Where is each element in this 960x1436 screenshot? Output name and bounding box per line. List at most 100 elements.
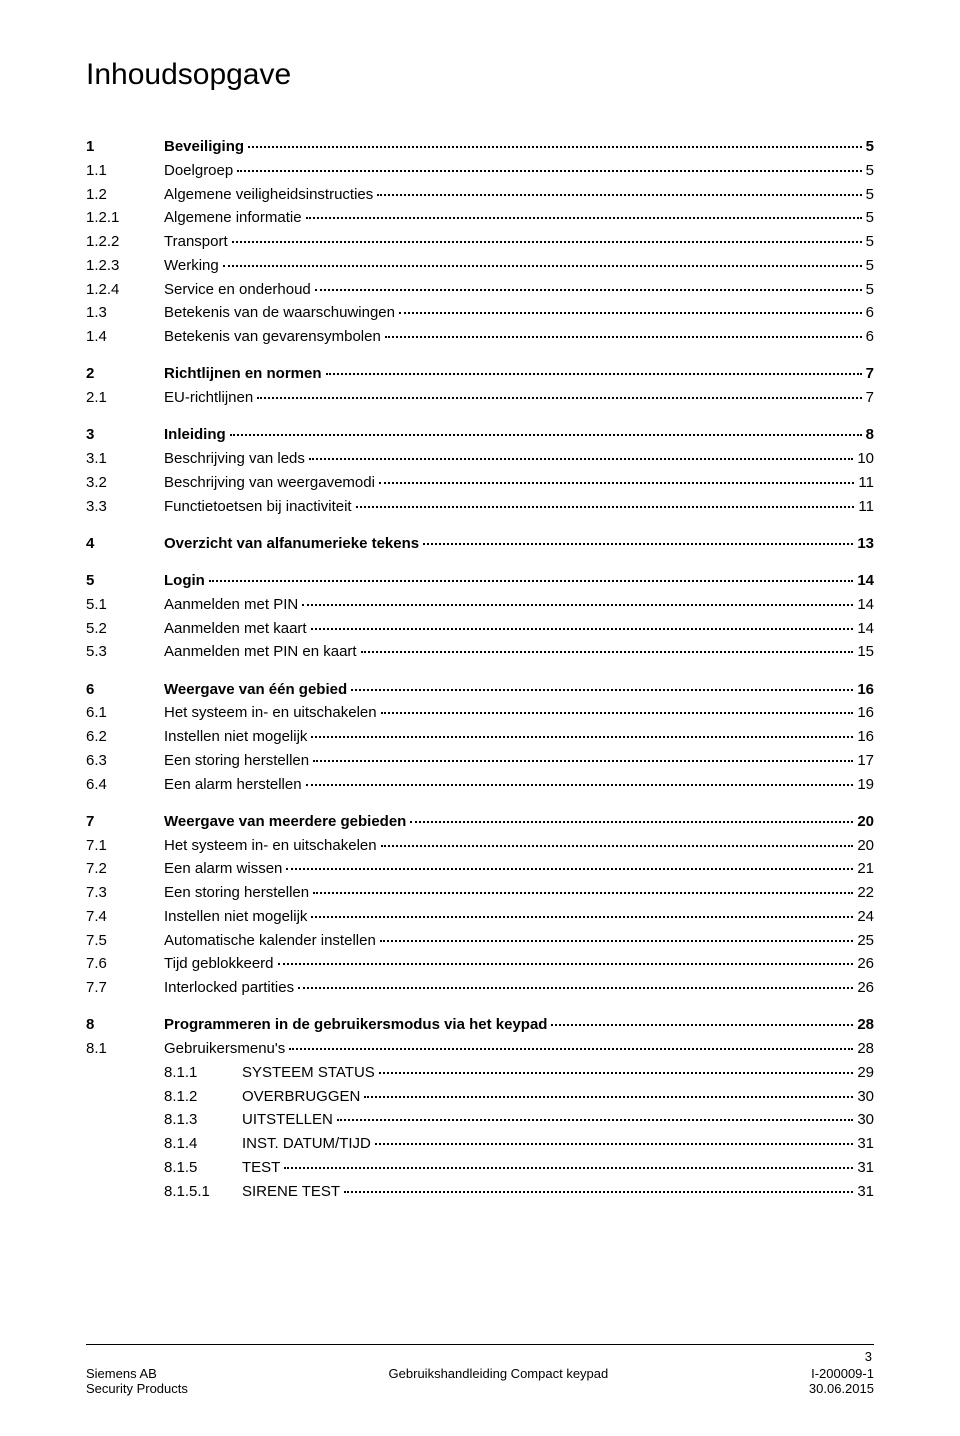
toc-row: 8.1.2OVERBRUGGEN30 <box>86 1086 874 1107</box>
toc-number: 7.2 <box>86 859 164 879</box>
toc-page: 14 <box>857 595 874 615</box>
toc-page: 5 <box>866 137 874 157</box>
footer-company: Siemens AB <box>86 1366 188 1381</box>
toc-number: 1.2.2 <box>86 232 164 252</box>
table-of-contents: 1Beveiliging51.1Doelgroep51.2Algemene ve… <box>86 136 874 1312</box>
toc-page: 21 <box>857 859 874 879</box>
footer-division: Security Products <box>86 1381 188 1396</box>
toc-leader <box>381 702 854 717</box>
toc-leader <box>284 1157 853 1172</box>
toc-number: 8.1.3 <box>164 1110 242 1130</box>
toc-number: 2.1 <box>86 388 164 408</box>
toc-title: Het systeem in- en uitschakelen <box>164 836 377 856</box>
toc-row: 5Login14 <box>86 570 874 591</box>
toc-row: 1.4Betekenis van gevarensymbolen6 <box>86 326 874 347</box>
toc-leader <box>315 279 862 294</box>
toc-number: 4 <box>86 534 164 554</box>
toc-row: 8.1.1SYSTEEM STATUS29 <box>86 1062 874 1083</box>
toc-row: 6.4Een alarm herstellen19 <box>86 774 874 795</box>
toc-page: 28 <box>857 1015 874 1035</box>
toc-page: 31 <box>857 1158 874 1178</box>
toc-leader <box>375 1133 853 1148</box>
toc-number: 7.3 <box>86 883 164 903</box>
toc-leader <box>209 570 853 585</box>
toc-leader <box>237 160 861 175</box>
toc-page: 5 <box>866 185 874 205</box>
toc-title: EU-richtlijnen <box>164 388 253 408</box>
toc-leader <box>380 930 854 945</box>
toc-page: 5 <box>866 208 874 228</box>
toc-title: Automatische kalender instellen <box>164 931 376 951</box>
toc-page: 6 <box>866 303 874 323</box>
toc-number: 3 <box>86 425 164 445</box>
toc-title: Beschrijving van weergavemodi <box>164 473 375 493</box>
toc-row: 7Weergave van meerdere gebieden20 <box>86 811 874 832</box>
toc-leader <box>423 533 853 548</box>
toc-number: 8.1.5.1 <box>164 1182 242 1202</box>
toc-title: Betekenis van gevarensymbolen <box>164 327 381 347</box>
page-footer: 3 Siemens AB Security Products Gebruiksh… <box>86 1344 874 1396</box>
toc-page: 13 <box>857 534 874 554</box>
toc-page: 19 <box>857 775 874 795</box>
toc-row: 7.1Het systeem in- en uitschakelen20 <box>86 835 874 856</box>
toc-number: 5 <box>86 571 164 591</box>
toc-row: 2.1EU-richtlijnen7 <box>86 387 874 408</box>
toc-title: Beveiliging <box>164 137 244 157</box>
toc-title: Weergave van meerdere gebieden <box>164 812 406 832</box>
toc-title: Werking <box>164 256 219 276</box>
toc-leader <box>351 679 853 694</box>
toc-number: 7 <box>86 812 164 832</box>
toc-title: Betekenis van de waarschuwingen <box>164 303 395 323</box>
footer-doc-title: Gebruikshandleiding Compact keypad <box>389 1366 609 1381</box>
toc-title: Richtlijnen en normen <box>164 364 322 384</box>
toc-title: Een alarm herstellen <box>164 775 302 795</box>
toc-page: 26 <box>857 954 874 974</box>
toc-number: 8 <box>86 1015 164 1035</box>
toc-row: 1.2.3Werking5 <box>86 255 874 276</box>
toc-title: Doelgroep <box>164 161 233 181</box>
document-page: Inhoudsopgave 1Beveiliging 5 1.1Doelgroep 5… <box>0 0 960 1436</box>
toc-page: 5 <box>866 280 874 300</box>
toc-number: 1.2.4 <box>86 280 164 300</box>
toc-row: 7.3Een storing herstellen22 <box>86 882 874 903</box>
toc-page: 29 <box>857 1063 874 1083</box>
toc-number: 8.1.5 <box>164 1158 242 1178</box>
toc-page: 31 <box>857 1182 874 1202</box>
toc-number: 1 <box>86 137 164 157</box>
toc-title: Aanmelden met kaart <box>164 619 307 639</box>
toc-leader <box>361 641 854 656</box>
toc-page: 28 <box>857 1039 874 1059</box>
toc-row: 3.1Beschrijving van leds10 <box>86 448 874 469</box>
toc-page: 5 <box>866 161 874 181</box>
toc-number: 3.2 <box>86 473 164 493</box>
toc-title: Programmeren in de gebruikersmodus via h… <box>164 1015 547 1035</box>
toc-row: 7.7Interlocked partities26 <box>86 977 874 998</box>
toc-page: 7 <box>866 364 874 384</box>
toc-number: 2 <box>86 364 164 384</box>
toc-title: Transport <box>164 232 228 252</box>
toc-number: 7.7 <box>86 978 164 998</box>
toc-number: 1.1 <box>86 161 164 181</box>
page-heading: Inhoudsopgave <box>86 58 874 92</box>
toc-number: 1.2.1 <box>86 208 164 228</box>
toc-leader <box>399 302 862 317</box>
toc-row: 1Beveiliging 5 <box>86 136 874 157</box>
toc-row: 3.2Beschrijving van weergavemodi 11 <box>86 472 874 493</box>
toc-page: 11 <box>858 473 874 493</box>
toc-title: SIRENE TEST <box>242 1182 340 1202</box>
toc-number: 5.1 <box>86 595 164 615</box>
footer-date: 30.06.2015 <box>809 1381 874 1396</box>
toc-number: 3.1 <box>86 449 164 469</box>
toc-row: 8.1.4INST. DATUM/TIJD31 <box>86 1133 874 1154</box>
toc-row: 6.3Een storing herstellen17 <box>86 750 874 771</box>
toc-number: 7.5 <box>86 931 164 951</box>
toc-title: INST. DATUM/TIJD <box>242 1134 371 1154</box>
toc-row: 7.6Tijd geblokkeerd26 <box>86 953 874 974</box>
toc-title: Een alarm wissen <box>164 859 282 879</box>
toc-number: 5.3 <box>86 642 164 662</box>
toc-leader <box>337 1109 853 1124</box>
toc-number: 6.3 <box>86 751 164 771</box>
toc-title: Tijd geblokkeerd <box>164 954 274 974</box>
toc-row: 5.3Aanmelden met PIN en kaart15 <box>86 641 874 662</box>
toc-leader <box>326 363 862 378</box>
